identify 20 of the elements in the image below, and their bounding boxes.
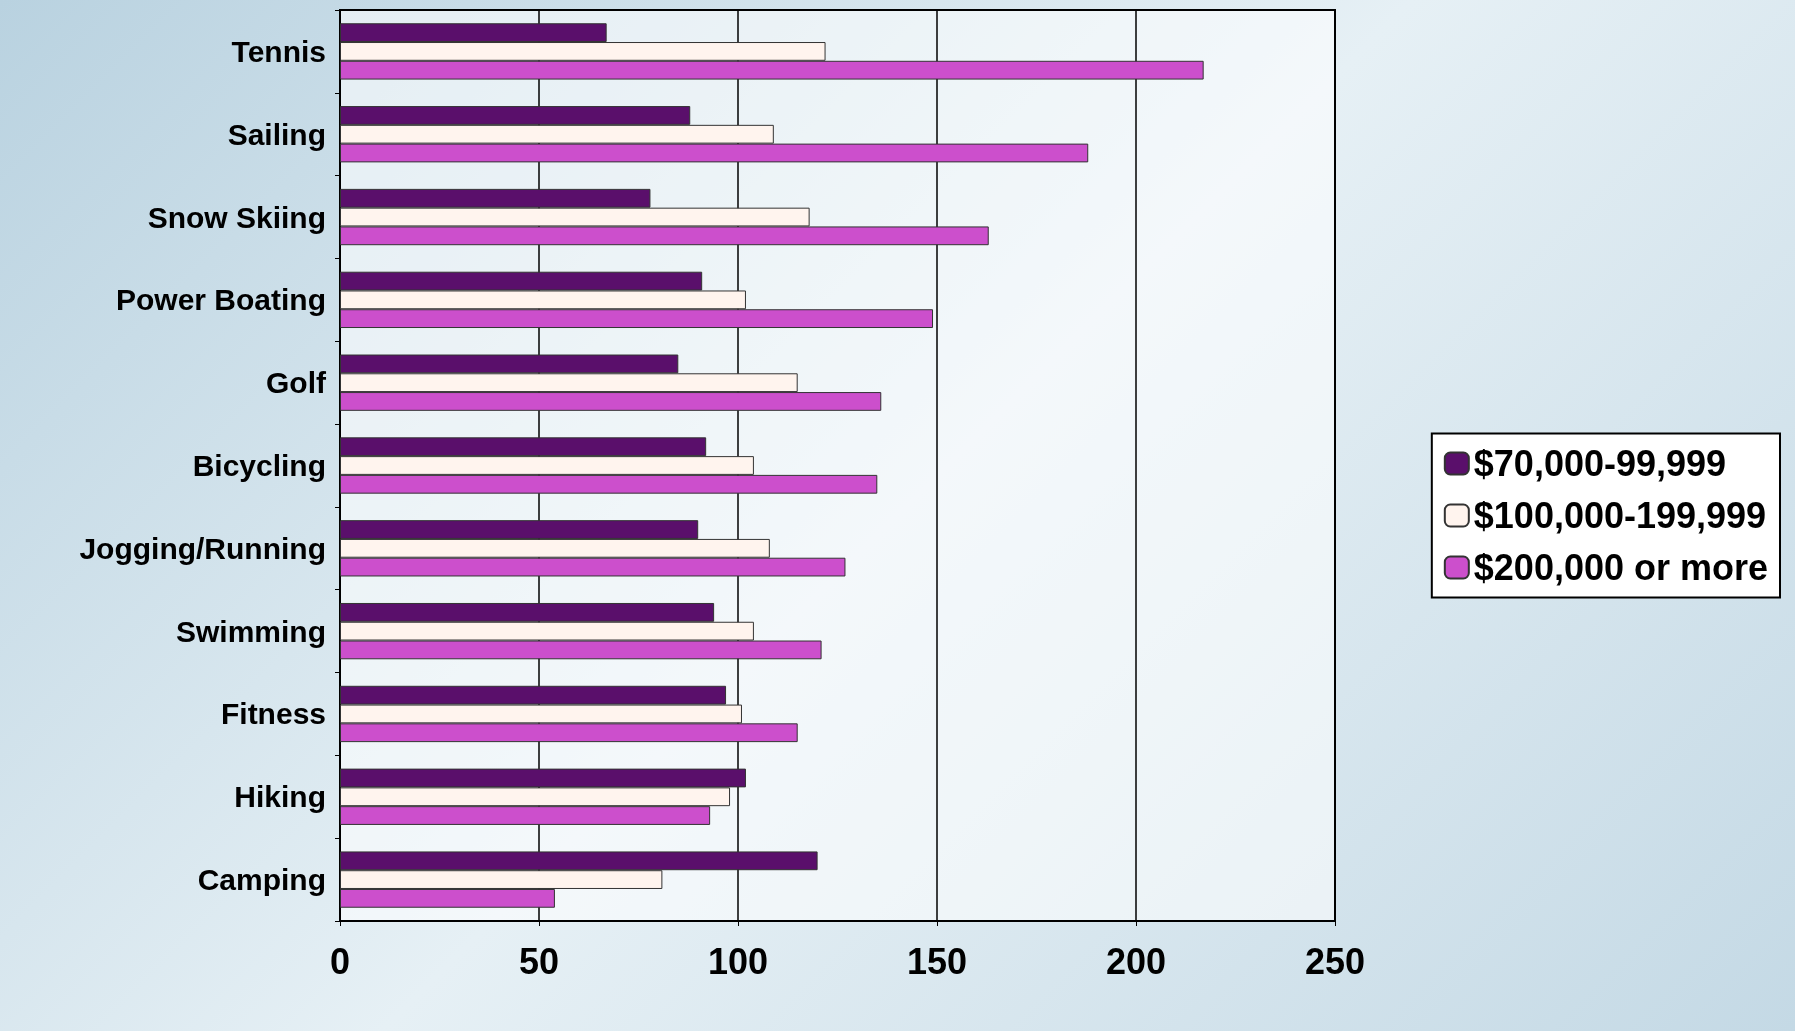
- y-tick-label: Power Boating: [115, 283, 326, 317]
- x-tick-label: 200: [1105, 940, 1167, 982]
- y-tick-label: Hiking: [234, 780, 326, 814]
- y-tick-label: Golf: [266, 366, 327, 400]
- x-tick-label: 0: [329, 940, 351, 982]
- x-tick-label: 250: [1304, 940, 1366, 982]
- y-tick-label: Snow Skiing: [147, 200, 326, 234]
- x-tick-label: 50: [518, 940, 560, 982]
- y-tick-label: Fitness: [220, 697, 326, 731]
- y-tick-label: Sailing: [227, 117, 326, 151]
- y-tick-label: Camping: [197, 863, 326, 897]
- x-tick-label: 100: [707, 940, 769, 982]
- y-tick-label: Tennis: [231, 34, 326, 68]
- y-tick-label: Bicycling: [192, 449, 326, 482]
- legend-label: $100,000-199,999: [1473, 495, 1767, 536]
- legend-label: $200,000 or more: [1473, 547, 1768, 588]
- y-tick-label: Swimming: [175, 614, 326, 648]
- x-tick-label: 150: [906, 940, 968, 982]
- legend-label: $70,000-99,999: [1473, 443, 1727, 484]
- y-tick-label: Jogging/Running: [79, 531, 326, 565]
